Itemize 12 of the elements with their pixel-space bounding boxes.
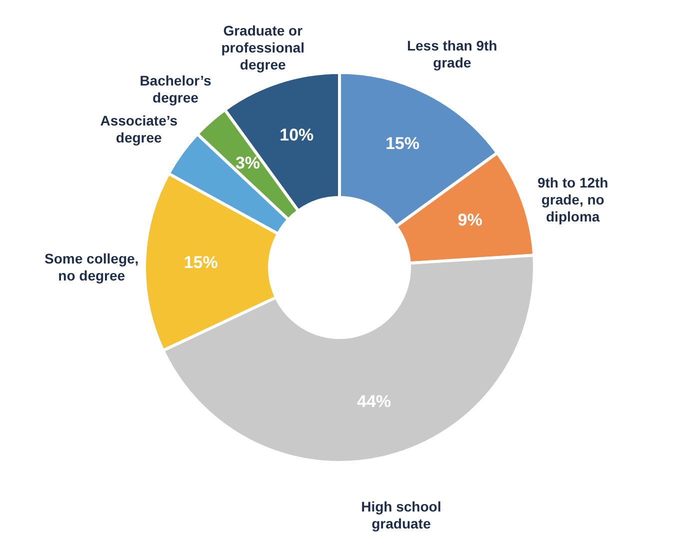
data-label: 10% xyxy=(280,126,314,145)
slice-label: High school graduate xyxy=(361,498,442,532)
slice-label: Some college, no degree xyxy=(44,250,139,284)
slice-label: Associate’s degree xyxy=(100,112,178,146)
data-label: 3% xyxy=(235,153,260,172)
slice-label: Bachelor’s degree xyxy=(140,72,212,106)
data-label: 15% xyxy=(184,253,218,272)
slice-label: Less than 9th grade xyxy=(406,38,498,71)
slice-label: Graduate or professional degree xyxy=(221,22,304,73)
slice-label: 9th to 12th grade, no diploma xyxy=(537,174,608,224)
data-label: 9% xyxy=(458,210,482,230)
data-label: 15% xyxy=(385,134,420,153)
